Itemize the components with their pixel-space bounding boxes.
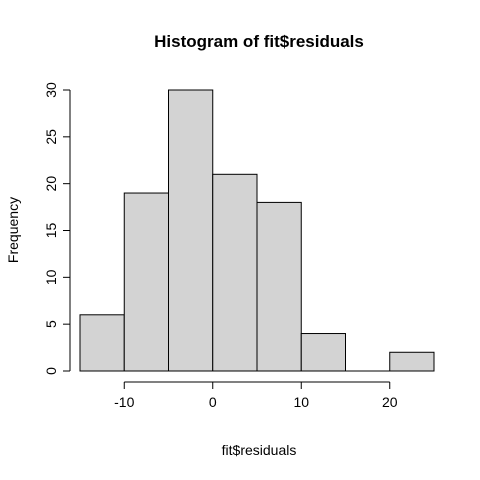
y-tick-label: 15 bbox=[43, 223, 59, 239]
y-tick-label: 10 bbox=[43, 269, 59, 285]
histogram-bar-7 bbox=[389, 351, 435, 372]
y-tick-label: 25 bbox=[43, 129, 59, 145]
histogram-bar-4 bbox=[256, 201, 302, 372]
y-tick-label: 5 bbox=[43, 320, 59, 328]
x-axis-label: fit$residuals bbox=[222, 442, 297, 458]
y-tick-label: 0 bbox=[43, 367, 59, 375]
bars-group bbox=[79, 89, 435, 372]
x-tick-label: 20 bbox=[382, 394, 398, 410]
x-tick-label: -10 bbox=[114, 394, 134, 410]
histogram-bar-2 bbox=[168, 89, 214, 372]
y-tick-label: 20 bbox=[43, 176, 59, 192]
x-tick-label: 0 bbox=[209, 394, 217, 410]
x-axis: -10 0 10 20 bbox=[114, 381, 398, 410]
y-axis: 0 5 10 15 20 25 30 bbox=[43, 82, 71, 375]
y-tick-label: 30 bbox=[43, 82, 59, 98]
histogram-bar-1 bbox=[123, 192, 169, 372]
histogram-bar-0 bbox=[79, 314, 125, 372]
chart-title: Histogram of fit$residuals bbox=[154, 32, 364, 51]
x-tick-label: 10 bbox=[293, 394, 309, 410]
histogram-bar-5 bbox=[300, 333, 346, 372]
histogram-bar-3 bbox=[212, 173, 258, 372]
y-axis-label: Frequency bbox=[5, 197, 21, 263]
